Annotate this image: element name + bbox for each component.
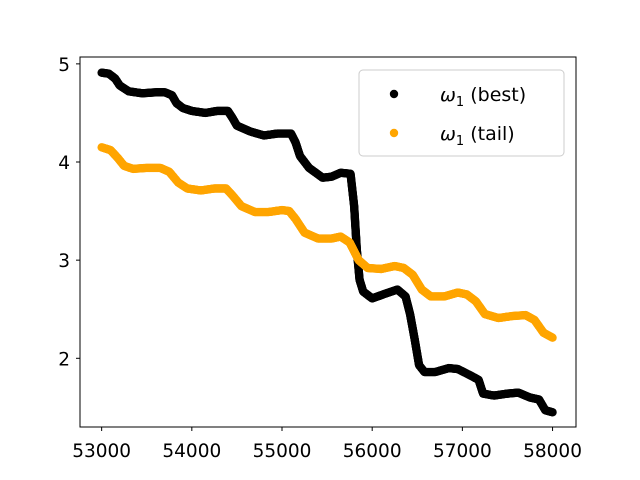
x-tick-label: 55000 xyxy=(253,441,312,462)
data-point xyxy=(548,333,557,342)
y-tick-label: 2 xyxy=(58,349,70,370)
x-tick-label: 56000 xyxy=(343,441,402,462)
legend-marker xyxy=(389,128,399,138)
series-1 xyxy=(97,143,557,342)
legend-box xyxy=(358,69,565,157)
legend-label: ω1 (tail) xyxy=(440,123,515,149)
legend: ω1 (best) ω1 (tail) xyxy=(358,69,565,157)
y-tick-label: 3 xyxy=(58,251,70,272)
legend-marker xyxy=(389,89,399,99)
x-tick-label: 53000 xyxy=(72,441,131,462)
series-0 xyxy=(97,68,557,417)
x-axis: 53000 54000 55000 56000 57000 58000 xyxy=(72,427,582,462)
data-layer xyxy=(97,68,557,417)
x-tick-label: 57000 xyxy=(433,441,492,462)
y-axis: 2 3 4 5 xyxy=(58,55,80,370)
y-tick-label: 5 xyxy=(58,55,70,76)
x-tick-label: 54000 xyxy=(162,441,221,462)
data-point xyxy=(548,408,557,417)
y-tick-label: 4 xyxy=(58,153,70,174)
x-tick-label: 58000 xyxy=(523,441,582,462)
legend-label: ω1 (best) xyxy=(440,84,526,110)
plot-frame xyxy=(79,56,577,428)
